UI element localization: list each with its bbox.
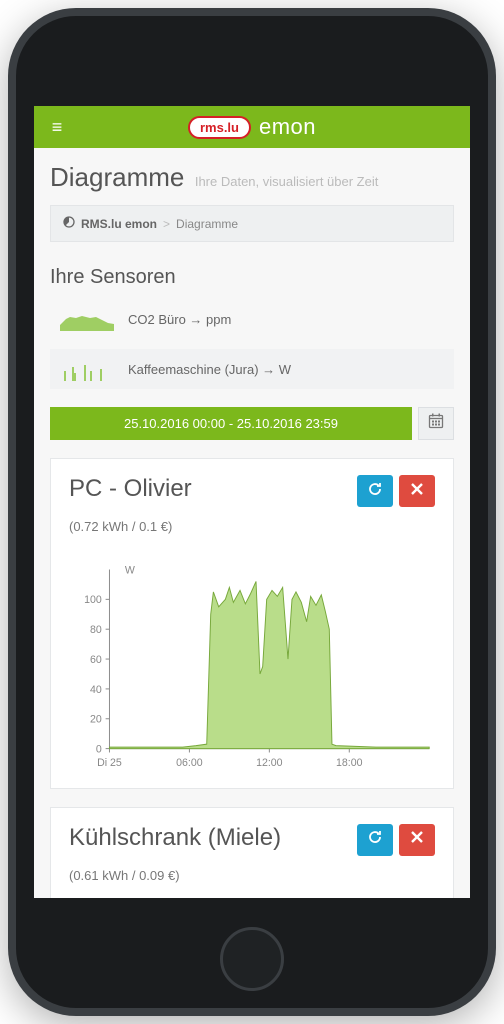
refresh-button[interactable]	[357, 475, 393, 507]
brand-name: emon	[259, 114, 316, 140]
svg-text:0: 0	[96, 743, 102, 755]
panel-meta: (0.72 kWh / 0.1 €)	[69, 519, 435, 534]
sensor-row[interactable]: Kaffeemaschine (Jura) → W	[50, 349, 454, 389]
menu-button[interactable]: ≡	[44, 117, 70, 138]
svg-text:20: 20	[90, 714, 102, 726]
svg-text:60: 60	[90, 654, 102, 666]
date-to: 25.10.2016 23:59	[237, 416, 338, 431]
breadcrumb-sep: >	[163, 217, 170, 231]
close-button[interactable]	[399, 475, 435, 507]
calendar-button[interactable]	[418, 407, 454, 440]
content: Diagramme Ihre Daten, visualisiert über …	[34, 148, 470, 898]
hamburger-icon: ≡	[52, 117, 63, 137]
chart: 0 20 40 60 80 100 W Di 25 06:00 12:00 18:00	[69, 556, 435, 778]
svg-text:80: 80	[90, 624, 102, 636]
date-sep: -	[229, 416, 237, 431]
sensor-label: CO2 Büro → ppm	[128, 312, 231, 327]
phone-frame: ≡ rms.lu emon Diagramme Ihre Daten, visu…	[8, 8, 496, 1016]
close-icon	[410, 830, 424, 849]
svg-text:40: 40	[90, 684, 102, 696]
svg-text:Di 25: Di 25	[97, 757, 122, 769]
sensor-row[interactable]: CO2 Büro → ppm	[50, 299, 454, 339]
svg-text:06:00: 06:00	[176, 757, 203, 769]
svg-text:W: W	[125, 564, 135, 576]
refresh-icon	[367, 829, 383, 850]
sensor-label: Kaffeemaschine (Jura) → W	[128, 362, 291, 377]
dashboard-icon	[63, 216, 75, 231]
home-button[interactable]	[220, 927, 284, 991]
breadcrumb: RMS.lu emon > Diagramme	[50, 205, 454, 242]
brand-logo: rms.lu	[188, 116, 251, 139]
breadcrumb-current: Diagramme	[176, 217, 238, 231]
svg-text:100: 100	[84, 594, 102, 606]
close-icon	[410, 482, 424, 501]
sparkline-icon	[60, 357, 114, 381]
breadcrumb-home[interactable]: RMS.lu emon	[81, 217, 157, 231]
calendar-icon	[428, 413, 444, 434]
refresh-button[interactable]	[357, 824, 393, 856]
page-subtitle: Ihre Daten, visualisiert über Zeit	[195, 174, 379, 189]
svg-text:18:00: 18:00	[336, 757, 363, 769]
panel-title: PC - Olivier	[69, 475, 192, 503]
daterange-display[interactable]: 25.10.2016 00:00 - 25.10.2016 23:59	[50, 407, 412, 440]
panel-meta: (0.61 kWh / 0.09 €)	[69, 868, 435, 883]
close-button[interactable]	[399, 824, 435, 856]
chart-panel: Kühlschrank (Miele)	[50, 807, 454, 898]
svg-text:12:00: 12:00	[256, 757, 283, 769]
topbar: ≡ rms.lu emon	[34, 106, 470, 148]
page-heading: Diagramme Ihre Daten, visualisiert über …	[50, 162, 454, 193]
chart-panel: PC - Olivier	[50, 458, 454, 789]
panel-title: Kühlschrank (Miele)	[69, 824, 281, 852]
date-from: 25.10.2016 00:00	[124, 416, 225, 431]
refresh-icon	[367, 481, 383, 502]
page-title: Diagramme	[50, 162, 184, 192]
daterange: 25.10.2016 00:00 - 25.10.2016 23:59	[50, 407, 454, 440]
sensors-heading: Ihre Sensoren	[50, 266, 454, 289]
sparkline-icon	[60, 307, 114, 331]
brand: rms.lu emon	[70, 114, 434, 140]
app-screen: ≡ rms.lu emon Diagramme Ihre Daten, visu…	[34, 106, 470, 898]
